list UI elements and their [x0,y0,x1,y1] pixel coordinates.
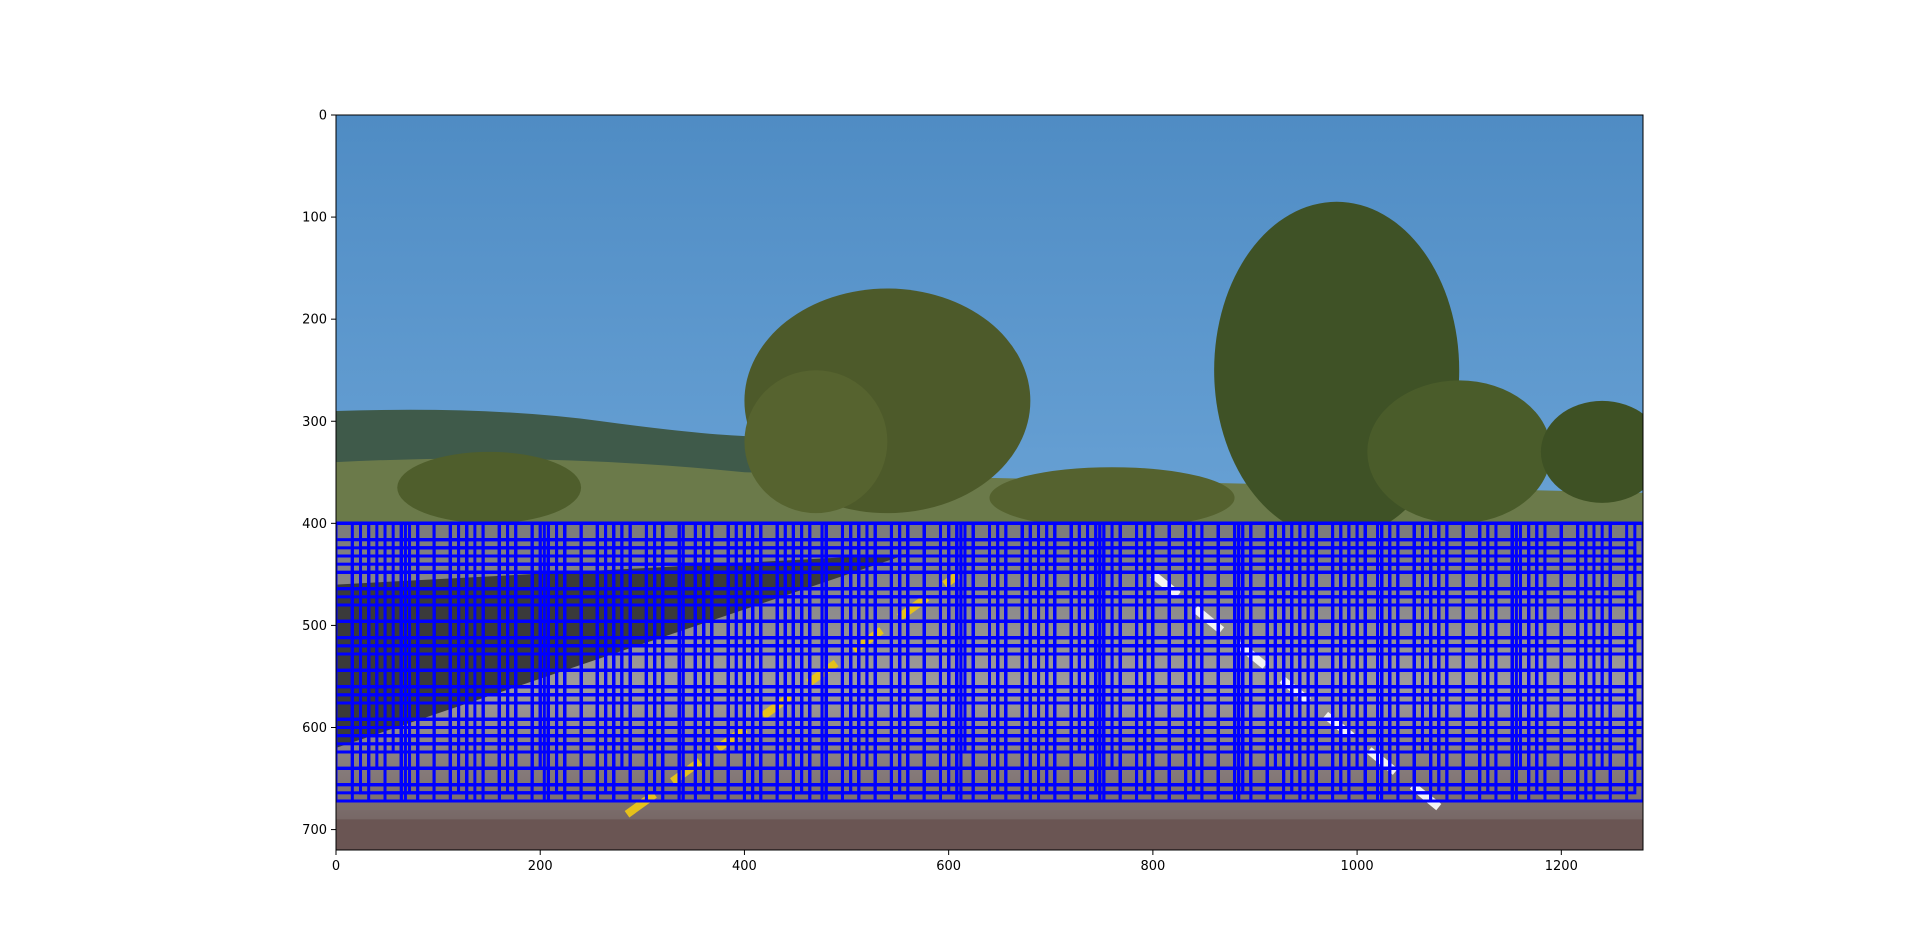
x-axis: 0 200 400 600 800 1000 1200 [332,850,1578,874]
y-tick-label: 100 [302,211,327,226]
x-tick-label: 400 [732,859,757,874]
x-tick-label: 1200 [1545,859,1578,874]
tree-shape [989,467,1235,529]
x-tick-label: 200 [528,859,553,874]
y-axis: 0 100 200 300 400 500 600 700 [302,109,336,838]
tree-shape [397,451,582,524]
tree-shape [744,370,888,514]
plot-frame [335,114,1644,851]
y-tick-label: 400 [302,517,327,532]
y-tick-label: 300 [302,415,327,430]
search-window-box [1306,521,1588,803]
y-tick-label: 600 [302,721,327,736]
x-tick-label: 600 [936,859,961,874]
tree-shape [1540,400,1643,503]
car-hood [336,819,1643,850]
x-tick-label: 1000 [1341,859,1374,874]
search-windows-layer [336,521,1643,803]
tree-shape [1367,380,1552,524]
y-tick-label: 500 [302,619,327,634]
y-tick-label: 700 [302,823,327,838]
y-tick-label: 200 [302,313,327,328]
x-tick-label: 800 [1140,859,1165,874]
y-tick-label: 0 [319,109,327,124]
x-tick-label: 0 [332,859,340,874]
